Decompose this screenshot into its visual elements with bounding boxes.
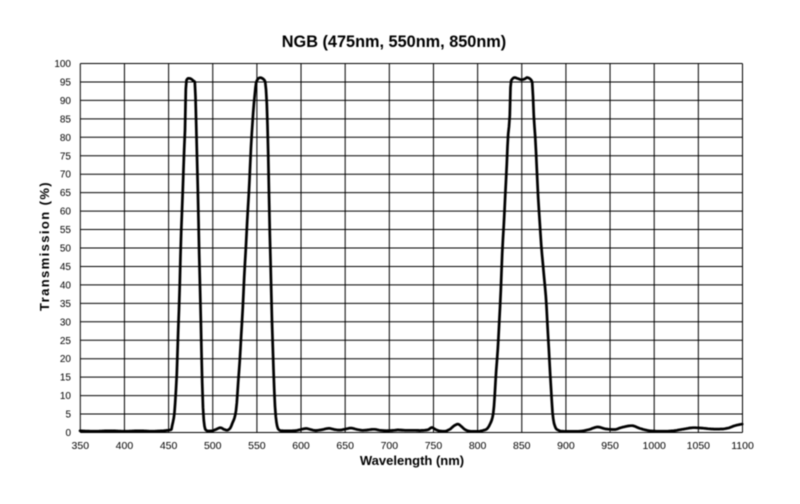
svg-text:NGB (475nm, 550nm, 850nm): NGB (475nm, 550nm, 850nm) (282, 33, 506, 51)
svg-text:70: 70 (60, 170, 72, 181)
svg-text:850: 850 (513, 440, 531, 452)
svg-text:600: 600 (292, 440, 310, 452)
svg-text:0: 0 (65, 428, 71, 439)
svg-text:95: 95 (60, 77, 72, 88)
svg-text:900: 900 (557, 440, 575, 452)
svg-text:65: 65 (60, 188, 72, 199)
svg-text:45: 45 (60, 262, 72, 273)
svg-text:350: 350 (72, 440, 90, 452)
svg-text:Wavelength (nm): Wavelength (nm) (360, 453, 464, 468)
svg-text:550: 550 (248, 440, 266, 452)
svg-text:700: 700 (381, 440, 399, 452)
svg-text:15: 15 (60, 373, 72, 384)
svg-text:10: 10 (60, 391, 72, 402)
svg-text:55: 55 (60, 225, 72, 236)
svg-text:400: 400 (116, 440, 134, 452)
svg-text:5: 5 (65, 410, 71, 421)
svg-text:500: 500 (204, 440, 222, 452)
svg-text:30: 30 (60, 317, 72, 328)
svg-text:80: 80 (60, 133, 72, 144)
svg-text:100: 100 (54, 59, 71, 70)
svg-text:1050: 1050 (687, 440, 711, 452)
svg-text:25: 25 (60, 336, 72, 347)
svg-text:40: 40 (60, 280, 72, 291)
svg-text:50: 50 (60, 244, 72, 255)
svg-text:60: 60 (60, 207, 72, 218)
svg-text:Transmission (%): Transmission (%) (37, 181, 52, 311)
svg-text:20: 20 (60, 354, 72, 365)
svg-text:750: 750 (425, 440, 443, 452)
svg-text:450: 450 (160, 440, 178, 452)
svg-text:1000: 1000 (643, 440, 667, 452)
svg-text:85: 85 (60, 114, 72, 125)
svg-text:650: 650 (336, 440, 354, 452)
svg-text:1100: 1100 (731, 440, 754, 452)
svg-text:950: 950 (601, 440, 619, 452)
svg-text:800: 800 (469, 440, 487, 452)
svg-text:35: 35 (60, 299, 72, 310)
svg-text:75: 75 (60, 151, 72, 162)
svg-text:90: 90 (60, 96, 72, 107)
